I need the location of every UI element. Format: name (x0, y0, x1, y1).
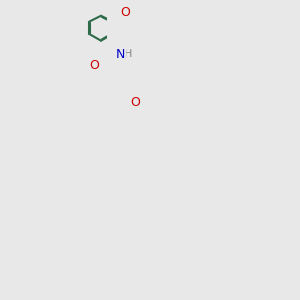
Text: N: N (116, 48, 126, 61)
Text: H: H (124, 49, 132, 58)
Text: O: O (130, 96, 140, 109)
Text: O: O (121, 6, 130, 19)
Text: O: O (89, 59, 99, 72)
